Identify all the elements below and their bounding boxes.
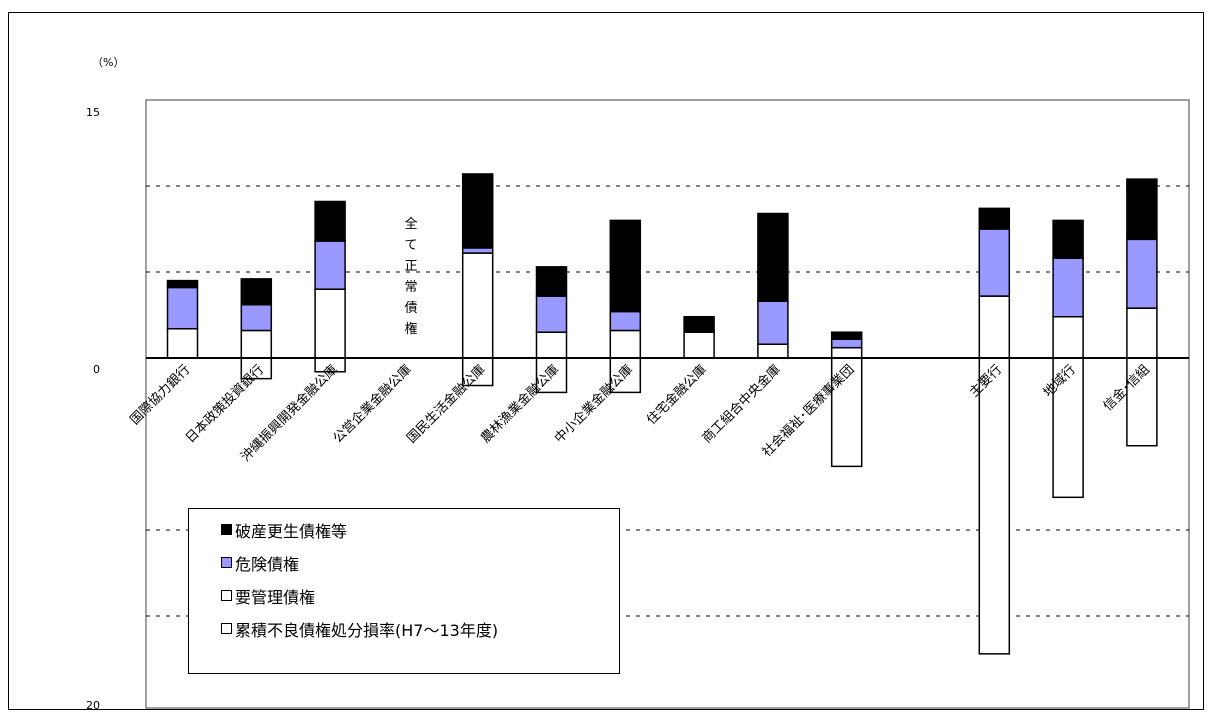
bar-bankrupt [1126, 178, 1158, 241]
bar-bankrupt [978, 207, 1011, 230]
bar-bankrupt [757, 212, 789, 302]
legend-item-doubtful: 危険債権 [189, 546, 619, 579]
bar-substandard [683, 331, 715, 359]
y-tick-label: 15 [86, 106, 100, 119]
bar-doubtful [166, 286, 199, 330]
x-category-label: 日本政策投資銀行 [182, 362, 267, 447]
legend-item-bankrupt: 破産更生債権等 [189, 513, 619, 546]
bar-substandard [166, 328, 199, 359]
annotation-char: 正 [404, 259, 417, 274]
bar-bankrupt [166, 279, 199, 289]
y-tick-label: 20 [86, 699, 100, 712]
bar-writeoff [978, 357, 1011, 655]
x-category-label: 商工組合中央金庫 [699, 362, 784, 447]
bar-doubtful [757, 300, 789, 345]
bar-writeoff [830, 357, 863, 468]
annotation-char: て [404, 238, 417, 253]
bar-substandard [1052, 315, 1084, 359]
bar-substandard [757, 343, 789, 359]
legend-label-substandard: 要管理債権 [235, 587, 316, 607]
bar-doubtful [830, 338, 863, 349]
bar-doubtful [461, 247, 494, 254]
y-tick-label: 0 [93, 363, 100, 376]
legend-swatch-writeoff [221, 623, 232, 634]
bar-doubtful [535, 295, 568, 333]
legend: 破産更生債権等 危険債権 要管理債権 累積不良債権処分損率(H7～13年度) [188, 508, 620, 674]
annotation-char: 権 [404, 321, 417, 337]
bar-doubtful [978, 228, 1011, 297]
bar-bankrupt [314, 200, 346, 242]
legend-swatch-bankrupt [221, 524, 232, 535]
bar-bankrupt [830, 331, 863, 340]
annotation-char: 全 [404, 216, 417, 232]
bar-doubtful [240, 303, 273, 332]
bar-substandard [830, 346, 863, 359]
legend-item-writeoff: 累積不良債権処分損率(H7～13年度) [189, 612, 619, 645]
x-category-label: 国際協力銀行 [128, 362, 194, 428]
bar-bankrupt [461, 173, 494, 249]
bar-bankrupt [683, 315, 715, 333]
bar-bankrupt [240, 278, 273, 306]
bar-bankrupt [609, 219, 642, 313]
y-unit-label: （%） [92, 56, 124, 69]
bar-doubtful [609, 310, 642, 332]
legend-label-writeoff: 累積不良債権処分損率(H7～13年度) [235, 620, 499, 640]
bar-substandard [609, 329, 642, 359]
x-category-label: 住宅金融公庫 [643, 362, 709, 428]
legend-swatch-substandard [221, 590, 232, 601]
annotation-char: 常 [404, 280, 417, 295]
bar-substandard [461, 252, 494, 359]
bar-doubtful [1126, 238, 1158, 309]
legend-label-doubtful: 危険債権 [235, 554, 300, 574]
legend-label-bankrupt: 破産更生債権等 [235, 521, 348, 541]
legend-swatch-doubtful [221, 557, 232, 568]
bar-substandard [978, 295, 1011, 359]
x-category-label: 公営企業金融公庫 [330, 362, 415, 447]
bar-substandard [1126, 307, 1158, 359]
bar-bankrupt [535, 266, 568, 297]
bar-substandard [535, 331, 568, 359]
x-category-label: 国民生活金融公庫 [404, 362, 489, 447]
annotation-char: 債 [404, 301, 417, 316]
plot-area [145, 99, 1190, 709]
bar-substandard [240, 329, 273, 359]
bar-writeoff [609, 357, 642, 394]
bar-substandard [314, 288, 346, 359]
bar-doubtful [314, 240, 346, 290]
bar-writeoff [1126, 357, 1158, 447]
legend-item-substandard: 要管理債権 [189, 579, 619, 612]
bar-bankrupt [1052, 219, 1084, 259]
bar-doubtful [1052, 257, 1084, 318]
